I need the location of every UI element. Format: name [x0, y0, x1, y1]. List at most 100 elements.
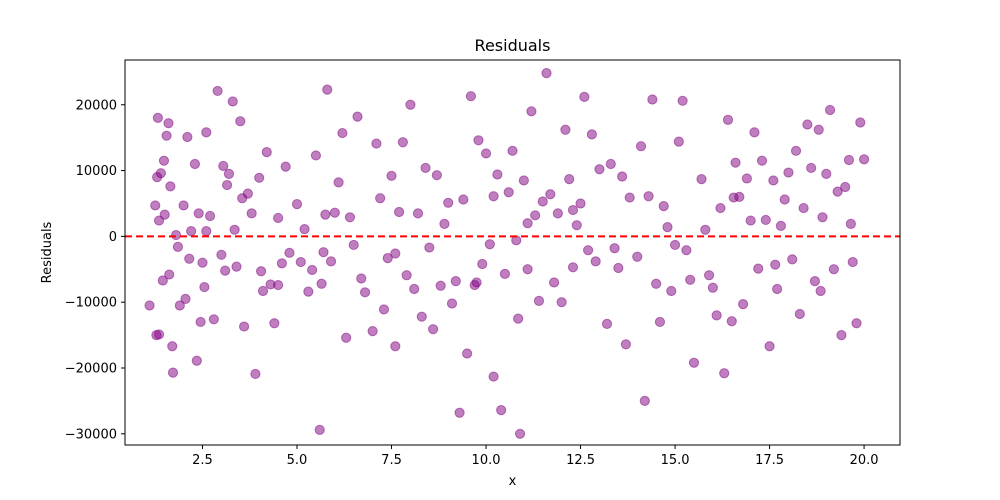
data-point — [223, 168, 235, 179]
data-point — [246, 208, 257, 219]
data-point — [613, 262, 624, 274]
data-point — [201, 127, 212, 138]
data-point — [632, 251, 643, 262]
data-point — [571, 220, 582, 231]
data-point — [473, 135, 484, 146]
data-point — [488, 371, 499, 382]
data-point — [639, 395, 650, 407]
data-points — [144, 68, 870, 439]
data-point — [719, 368, 730, 379]
data-point — [238, 321, 250, 332]
data-point — [499, 268, 511, 279]
data-point — [167, 341, 178, 352]
data-point — [216, 249, 227, 260]
data-point — [745, 215, 756, 226]
x-tick-label: 20.0 — [850, 453, 879, 468]
data-point — [405, 99, 416, 110]
data-point — [144, 300, 155, 311]
data-point — [809, 276, 821, 287]
data-point — [779, 194, 790, 205]
data-point — [314, 424, 325, 435]
data-point — [337, 127, 348, 139]
data-point — [390, 341, 401, 352]
data-point — [439, 218, 450, 229]
x-tick-label: 5.0 — [287, 453, 308, 468]
data-point — [711, 310, 722, 321]
x-tick-label: 12.5 — [566, 453, 595, 468]
data-point — [696, 174, 707, 185]
data-point — [341, 332, 352, 343]
x-axis-label: x — [509, 474, 517, 489]
data-point — [284, 247, 295, 258]
data-point — [590, 256, 601, 267]
data-point — [617, 171, 628, 182]
data-point — [770, 259, 781, 270]
data-point — [178, 200, 189, 211]
data-point — [310, 150, 322, 161]
data-point — [393, 206, 405, 218]
data-point — [378, 304, 390, 315]
data-point — [424, 242, 435, 253]
data-point — [443, 197, 454, 208]
data-point — [329, 207, 340, 218]
data-point — [390, 248, 401, 259]
data-point — [220, 265, 231, 276]
data-point — [153, 329, 165, 340]
data-point — [847, 256, 858, 268]
data-point — [471, 277, 482, 288]
data-point — [828, 264, 839, 275]
data-point — [316, 278, 327, 289]
data-point — [685, 274, 696, 285]
data-point — [624, 192, 635, 203]
data-point — [167, 367, 179, 378]
data-point — [320, 209, 331, 220]
data-point — [858, 154, 870, 165]
data-point — [583, 245, 594, 256]
x-tick-label: 7.5 — [381, 453, 402, 468]
data-point — [669, 239, 681, 251]
data-point — [601, 318, 613, 330]
data-point — [318, 247, 329, 258]
data-point — [182, 131, 193, 143]
data-point — [703, 270, 715, 281]
data-point — [303, 286, 314, 297]
data-point — [681, 245, 692, 256]
data-point — [356, 273, 367, 284]
data-point — [798, 202, 809, 214]
data-point — [322, 84, 333, 95]
data-point — [513, 313, 524, 324]
data-point — [522, 218, 533, 229]
data-point — [229, 224, 240, 235]
data-point — [651, 278, 662, 289]
data-point — [635, 141, 647, 152]
data-point — [158, 155, 170, 166]
data-point — [164, 269, 175, 280]
data-point — [172, 241, 184, 253]
data-point — [688, 357, 700, 368]
data-point — [556, 297, 567, 308]
data-point — [552, 208, 563, 219]
x-tick-label: 17.5 — [755, 453, 784, 468]
data-point — [715, 202, 726, 214]
data-point — [730, 157, 741, 168]
y-tick-label: −30000 — [65, 427, 117, 442]
data-point — [458, 194, 469, 205]
y-tick-label: −20000 — [65, 362, 117, 377]
data-point — [700, 224, 711, 235]
data-point — [503, 187, 514, 198]
data-point — [548, 277, 560, 288]
y-tick-label: 0 — [109, 230, 117, 245]
data-point — [386, 170, 397, 181]
data-point — [790, 145, 802, 156]
data-point — [291, 199, 303, 210]
data-point — [420, 162, 431, 174]
data-point — [280, 161, 291, 172]
data-point — [333, 177, 344, 188]
data-point — [435, 280, 446, 291]
data-point — [605, 158, 616, 170]
data-point — [257, 285, 269, 297]
data-point — [450, 276, 461, 287]
data-point — [564, 174, 575, 185]
y-axis-label: Residuals — [40, 221, 55, 283]
